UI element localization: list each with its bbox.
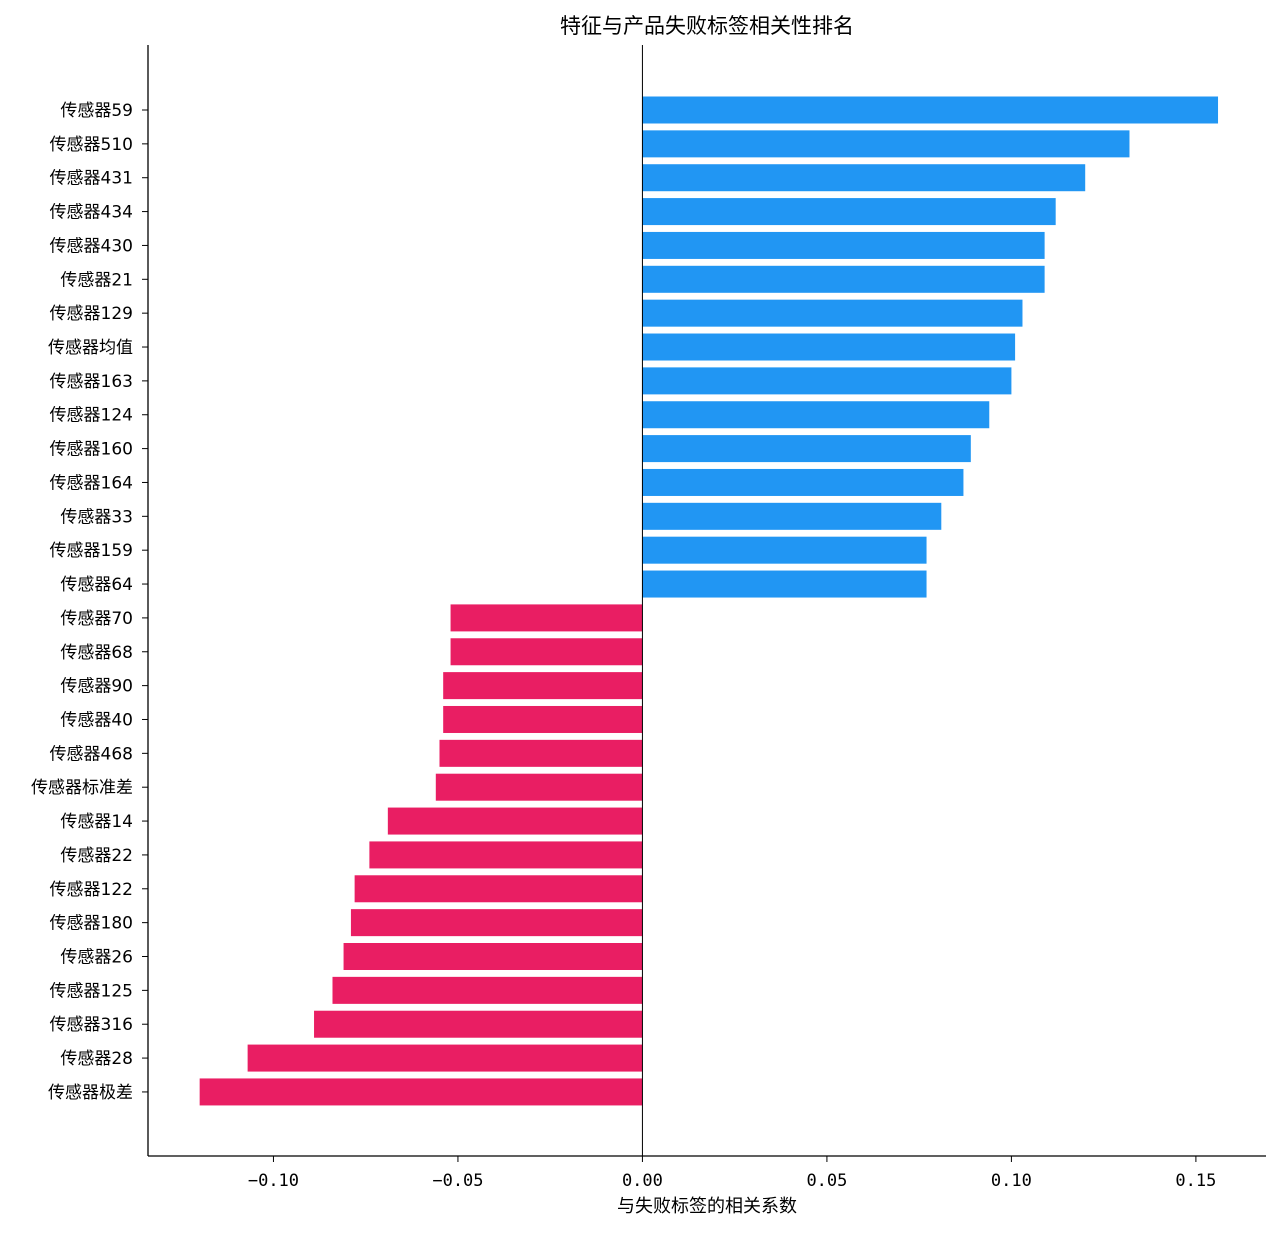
bar [343, 943, 643, 970]
x-ticks: −0.10 −0.05 0.00 0.05 0.10 0.15 [248, 1156, 1216, 1191]
category-label: 传感器431 [50, 169, 133, 189]
category-label: 传感器14 [60, 812, 133, 832]
category-label: 传感器40 [60, 710, 133, 730]
category-label: 传感器33 [60, 507, 133, 527]
category-label: 传感器160 [50, 440, 133, 460]
category-label: 传感器125 [50, 981, 133, 1001]
bar [642, 231, 1045, 259]
category-label: 传感器70 [60, 609, 133, 629]
x-tick-label: 0.05 [806, 1171, 847, 1191]
category-label: 传感器434 [50, 203, 133, 223]
bar [642, 570, 927, 598]
x-tick-label: 0.10 [991, 1171, 1032, 1191]
category-label: 传感器59 [60, 101, 133, 121]
bar [642, 367, 1012, 395]
bar [642, 164, 1086, 192]
bar [443, 672, 643, 700]
category-labels: 传感器59 传感器510 传感器431 传感器434 传感器430 传感器21 传感器129… [31, 101, 148, 1103]
category-label: 传感器124 [50, 406, 133, 426]
bar [443, 705, 643, 733]
chart-title: 特征与产品失败标签相关性排名 [560, 14, 854, 38]
axes-layer [147, 45, 1266, 1157]
bar [642, 130, 1130, 158]
bar [350, 909, 643, 937]
bar [642, 265, 1045, 293]
category-label: 传感器163 [50, 372, 133, 392]
bar [450, 638, 643, 666]
bar [642, 502, 942, 530]
category-label: 传感器316 [50, 1015, 133, 1035]
category-label: 传感器164 [50, 473, 133, 493]
category-label: 传感器22 [60, 846, 133, 866]
bar [247, 1044, 643, 1072]
bar [387, 807, 643, 835]
bar [332, 976, 643, 1004]
bar [642, 401, 990, 429]
bar [642, 96, 1219, 124]
bar [314, 1010, 643, 1038]
category-label: 传感器68 [60, 643, 133, 663]
category-label: 传感器标准差 [31, 778, 133, 798]
bar [369, 841, 643, 869]
bar [450, 604, 643, 632]
category-label: 传感器26 [60, 948, 133, 968]
x-tick-label: −0.10 [248, 1171, 299, 1191]
bar [642, 299, 1023, 327]
category-label: 传感器极差 [48, 1083, 133, 1103]
category-label: 传感器21 [60, 270, 133, 290]
category-label: 传感器510 [50, 135, 133, 155]
bar [642, 435, 971, 463]
bar [642, 198, 1056, 226]
bar [642, 468, 964, 496]
category-label: 传感器129 [50, 304, 133, 324]
category-label: 传感器430 [50, 236, 133, 256]
bar [642, 536, 927, 564]
x-axis-title: 与失败标签的相关系数 [617, 1196, 797, 1217]
category-label: 传感器159 [50, 541, 133, 561]
bars-layer [199, 96, 1219, 1106]
x-tick-label: 0.00 [622, 1171, 663, 1191]
bar [439, 739, 643, 767]
bar [354, 875, 643, 903]
category-label: 传感器28 [60, 1049, 133, 1069]
category-label: 传感器64 [60, 575, 133, 595]
category-label: 传感器468 [50, 744, 133, 764]
category-label: 传感器122 [50, 880, 133, 900]
x-tick-label: −0.05 [432, 1171, 483, 1191]
bar [435, 773, 643, 801]
bar [642, 333, 1016, 361]
bar [199, 1078, 643, 1106]
category-label: 传感器均值 [48, 338, 133, 358]
category-label: 传感器180 [50, 914, 133, 934]
category-label: 传感器90 [60, 677, 133, 697]
x-tick-label: 0.15 [1175, 1171, 1216, 1191]
